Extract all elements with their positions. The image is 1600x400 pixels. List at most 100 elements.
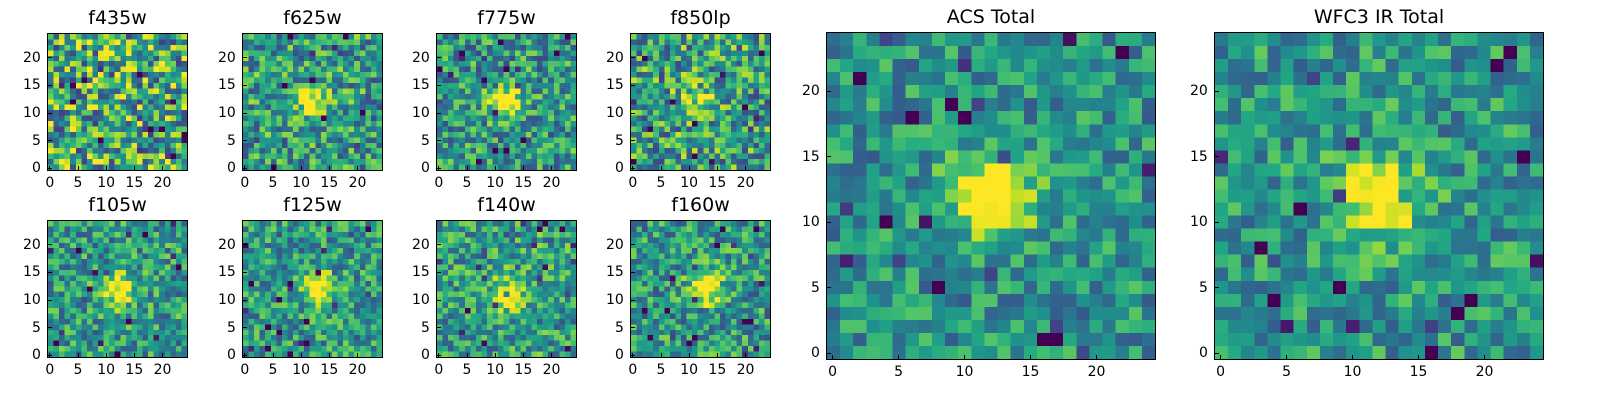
heatmap-image xyxy=(1214,32,1544,360)
y-tick-label: 15 xyxy=(606,264,624,281)
y-tick-mark xyxy=(826,287,831,289)
x-tick-label: 10 xyxy=(97,175,116,191)
x-tick-label: 10 xyxy=(486,175,505,191)
y-tick-label: 10 xyxy=(23,292,41,309)
x-tick-label: 20 xyxy=(1087,364,1106,380)
y-tick-label: 0 xyxy=(811,345,820,362)
y-tick-label: 0 xyxy=(32,160,41,177)
y-tick-label: 20 xyxy=(23,49,41,66)
y-tick-mark xyxy=(630,327,635,329)
x-tick-label: 5 xyxy=(268,175,278,191)
panel-9: WFC3 IR Total 0 5 10 15 20 0 5 10 15 20 xyxy=(1190,6,1544,379)
x-tick-label: 0 xyxy=(628,362,638,378)
x-tick-mark xyxy=(660,166,662,171)
x-tick-mark xyxy=(77,353,79,358)
y-tick-label: 5 xyxy=(32,319,41,336)
x-tick-label: 10 xyxy=(1343,364,1362,380)
y-tick-mark xyxy=(630,271,635,273)
y-tick-mark xyxy=(436,244,441,246)
y-tick-mark xyxy=(242,271,247,273)
y-tick-label: 5 xyxy=(32,132,41,149)
x-tick-mark xyxy=(716,353,718,358)
y-tick-label: 10 xyxy=(1190,214,1208,231)
panel-title: f160w xyxy=(671,194,730,216)
y-tick-mark xyxy=(826,221,831,223)
y-tick-mark xyxy=(436,299,441,301)
panel-title: f775w xyxy=(477,7,536,29)
x-tick-mark xyxy=(522,166,524,171)
y-tick-label: 5 xyxy=(421,132,430,149)
x-tick-mark xyxy=(745,353,747,358)
panel-3: f850lp 0 5 10 15 20 0 5 10 15 20 xyxy=(606,7,771,190)
x-tick-label: 10 xyxy=(292,175,311,191)
y-tick-label: 20 xyxy=(412,236,430,253)
y-tick-mark xyxy=(826,156,831,158)
y-tick-label: 20 xyxy=(218,49,236,66)
y-tick-label: 5 xyxy=(227,319,236,336)
y-tick-label: 15 xyxy=(23,77,41,94)
x-tick-label: 0 xyxy=(240,362,250,378)
x-tick-label: 15 xyxy=(514,175,533,191)
panel-6: f140w 0 5 10 15 20 0 5 10 15 20 xyxy=(412,194,577,377)
x-tick-mark xyxy=(688,166,690,171)
y-tick-mark xyxy=(630,140,635,142)
y-tick-mark xyxy=(436,57,441,59)
y-tick-mark xyxy=(47,354,52,356)
y-tick-mark xyxy=(242,140,247,142)
x-tick-label: 20 xyxy=(348,362,367,378)
x-tick-mark xyxy=(1220,355,1222,360)
y-tick-mark xyxy=(47,244,52,246)
x-tick-mark xyxy=(688,353,690,358)
x-tick-label: 5 xyxy=(462,362,472,378)
x-tick-label: 20 xyxy=(736,175,755,191)
x-tick-mark xyxy=(300,353,302,358)
x-tick-label: 0 xyxy=(45,362,55,378)
y-tick-label: 10 xyxy=(23,105,41,122)
x-tick-mark xyxy=(551,166,553,171)
heatmap-image xyxy=(242,33,383,171)
y-tick-label: 10 xyxy=(606,292,624,309)
y-tick-label: 20 xyxy=(23,236,41,253)
y-tick-mark xyxy=(242,299,247,301)
y-tick-mark xyxy=(1214,221,1219,223)
x-tick-mark xyxy=(357,353,359,358)
x-tick-mark xyxy=(133,166,135,171)
x-tick-mark xyxy=(105,353,107,358)
x-tick-label: 5 xyxy=(656,362,666,378)
y-tick-mark xyxy=(47,140,52,142)
panel-5: f125w 0 5 10 15 20 0 5 10 15 20 xyxy=(218,194,383,377)
y-tick-mark xyxy=(630,354,635,356)
y-tick-mark xyxy=(436,271,441,273)
y-tick-mark xyxy=(242,112,247,114)
y-tick-mark xyxy=(47,57,52,59)
y-tick-mark xyxy=(242,244,247,246)
x-tick-mark xyxy=(328,353,330,358)
y-tick-mark xyxy=(436,140,441,142)
y-tick-mark xyxy=(436,167,441,169)
y-tick-label: 10 xyxy=(606,105,624,122)
heatmap-image xyxy=(436,220,577,358)
y-tick-mark xyxy=(1214,156,1219,158)
x-tick-label: 0 xyxy=(628,175,638,191)
x-tick-label: 20 xyxy=(1475,364,1494,380)
y-tick-mark xyxy=(47,271,52,273)
y-tick-label: 20 xyxy=(412,49,430,66)
x-tick-label: 20 xyxy=(736,362,755,378)
panel-title: f125w xyxy=(283,194,342,216)
y-tick-mark xyxy=(436,84,441,86)
x-tick-label: 5 xyxy=(268,362,278,378)
y-tick-label: 15 xyxy=(1190,148,1208,165)
heatmap-image xyxy=(630,220,771,358)
y-tick-label: 20 xyxy=(1190,83,1208,100)
x-tick-mark xyxy=(272,353,274,358)
x-tick-mark xyxy=(300,166,302,171)
x-tick-label: 15 xyxy=(708,362,727,378)
x-tick-mark xyxy=(551,353,553,358)
x-tick-mark xyxy=(133,353,135,358)
panel-8: ACS Total 0 5 10 15 20 0 5 10 15 20 xyxy=(802,6,1156,379)
y-tick-label: 20 xyxy=(802,83,820,100)
x-tick-label: 0 xyxy=(828,364,838,380)
y-tick-mark xyxy=(47,327,52,329)
x-tick-mark xyxy=(494,166,496,171)
